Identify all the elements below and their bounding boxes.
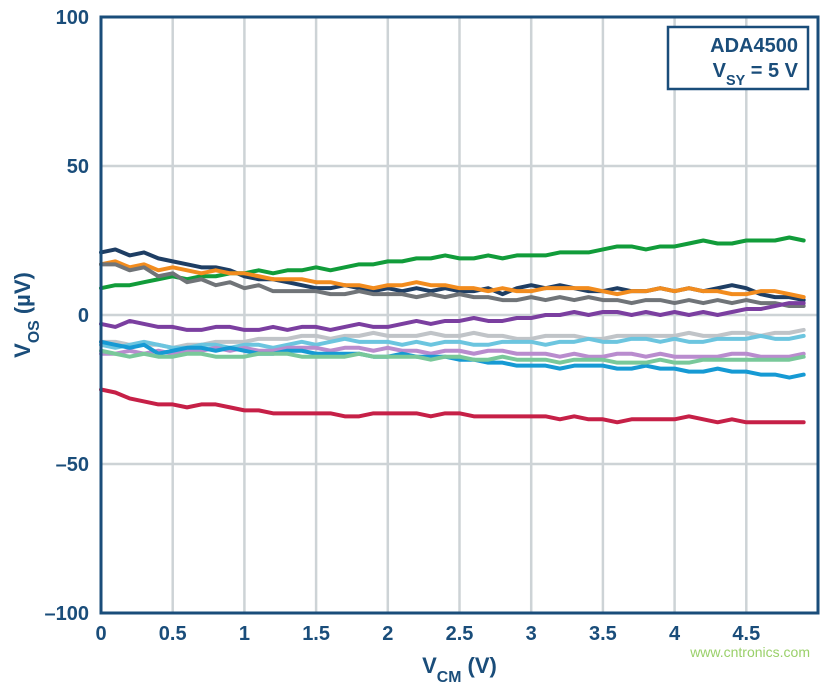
y-tick-label: –50 (56, 454, 89, 476)
line-chart: 0 0.5 1 1.5 2 2.5 3 3.5 4 4.5 –100 –50 0 50 100 VCM (V)… (0, 0, 835, 691)
y-tick-label: 100 (56, 7, 89, 29)
x-tick-label: 0 (95, 623, 106, 645)
watermark: www.cntronics.com (689, 644, 810, 660)
x-tick-label: 4.5 (732, 623, 760, 645)
x-tick-label: 2.5 (446, 623, 474, 645)
x-tick-label: 4 (669, 623, 681, 645)
x-tick-label: 3.5 (589, 623, 617, 645)
x-tick-label: 3 (526, 623, 537, 645)
annotation-line1: ADA4500 (710, 35, 798, 57)
x-axis-label: VCM (V) (422, 653, 497, 686)
y-axis-label: VOS (µV) (10, 272, 43, 358)
x-tick-label: 1.5 (302, 623, 330, 645)
x-tick-label: 1 (239, 623, 250, 645)
x-tick-label: 0.5 (159, 623, 187, 645)
y-tick-label: –100 (45, 603, 90, 625)
y-tick-label: 0 (78, 305, 89, 327)
x-tick-label: 2 (382, 623, 393, 645)
chart-container: 0 0.5 1 1.5 2 2.5 3 3.5 4 4.5 –100 –50 0 50 100 VCM (V)… (0, 0, 835, 691)
y-tick-label: 50 (67, 156, 89, 178)
